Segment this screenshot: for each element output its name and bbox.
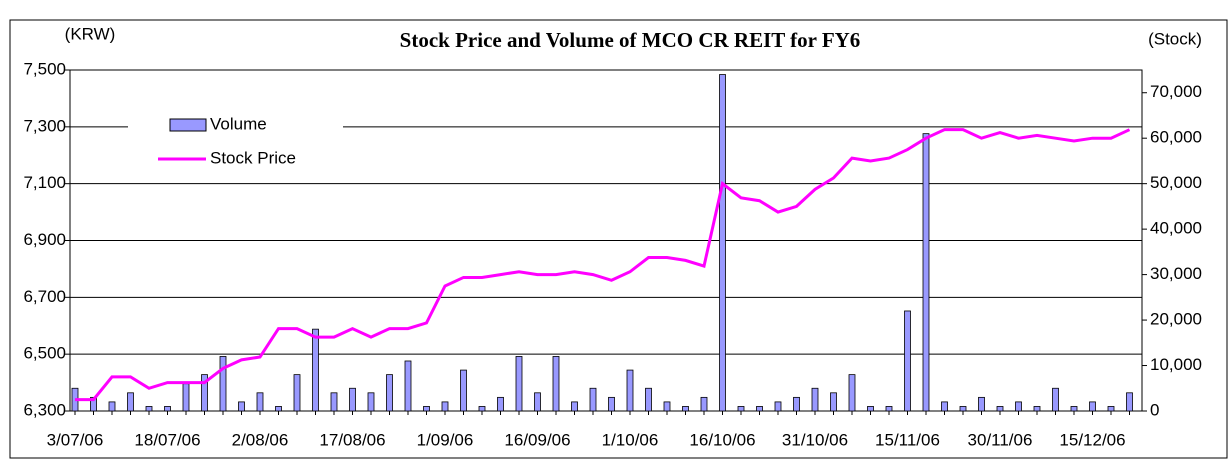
x-tick-label: 1/09/06 [417,430,474,449]
volume-bar [552,356,560,412]
x-tick-label: 30/11/06 [968,430,1033,449]
volume-bar [589,387,597,412]
x-tick-label: 15/11/06 [875,430,940,449]
y2-tick-label: 60,000 [1150,128,1202,147]
volume-bar [293,374,301,412]
y-tick-label: 6,500 [23,344,66,363]
x-tick-label: 16/10/06 [689,430,755,449]
volume-bar [219,356,227,412]
volume-bar [1089,401,1096,412]
volume-bar [497,396,504,412]
volume-bar [608,396,615,412]
volume-bar [756,406,763,412]
volume-bar [885,406,893,412]
volume-bar [238,401,245,412]
x-tick-label: 16/09/06 [504,430,570,449]
volume-bar [534,392,541,412]
volume-bar [904,310,911,412]
volume-bar [404,360,412,412]
volume-bar [996,406,1004,412]
volume-bar [645,387,652,412]
volume-bar [1015,401,1022,412]
volume-bar [256,392,264,412]
volume-bar [367,392,375,412]
x-tick-label: 3/07/06 [47,430,104,449]
y2-tick-label: 50,000 [1150,173,1202,192]
volume-bar [700,396,708,412]
volume-bar [663,401,671,412]
volume-bar [978,396,985,412]
volume-bar [1052,387,1059,412]
y-tick-label: 7,100 [23,173,66,192]
legend-label: Volume [210,114,267,133]
y2-axis-label: (Stock) [1148,29,1202,48]
volume-bar [737,406,745,412]
volume-bar [145,406,153,412]
volume-bar [626,369,634,412]
volume-bar [867,406,874,412]
y-axis-label: (KRW) [65,24,116,43]
x-tick-label: 2/08/06 [232,430,289,449]
volume-bar [441,401,449,412]
volume-bar [1070,406,1078,412]
volume-bar [182,383,190,412]
y-tick-label: 7,500 [23,59,66,78]
volume-bar [386,374,393,412]
x-tick-label: 17/08/06 [319,430,385,449]
volume-bar [1033,406,1041,412]
volume-bar [848,374,856,412]
price-line [75,128,1131,402]
y-tick-label: 6,700 [23,287,66,306]
volume-bar [922,133,930,412]
x-tick-label: 18/07/06 [134,430,200,449]
x-tick-label: 31/10/06 [782,430,848,449]
volume-bar [959,406,967,412]
volume-bar [201,374,208,412]
chart-title: Stock Price and Volume of MCO CR REIT fo… [400,28,861,52]
volume-bar [275,406,282,412]
x-tick-label: 15/12/06 [1059,430,1125,449]
y2-tick-label: 40,000 [1150,219,1202,238]
legend-label: Stock Price [210,148,296,167]
volume-bar [330,392,338,412]
y-tick-label: 7,300 [23,116,66,135]
y2-tick-label: 0 [1150,400,1159,419]
volume-bar [941,401,948,412]
volume-bar [478,406,486,412]
volume-bar [460,369,467,412]
y2-tick-label: 70,000 [1150,82,1202,101]
volume-bar [423,406,430,412]
volume-bar [830,392,837,412]
y-tick-label: 6,300 [23,400,66,419]
y2-tick-label: 20,000 [1150,310,1202,329]
volume-bar [515,356,523,412]
x-tick-label: 1/10/06 [602,430,659,449]
volume-bar [312,328,319,412]
y-tick-label: 6,900 [23,230,66,249]
volume-bar [682,406,689,412]
volume-bar [349,387,356,412]
volume-bar [1107,406,1115,412]
volume-bar [108,401,116,412]
volume-bar [571,401,578,412]
volume-bar [1126,392,1133,412]
legend-box [128,108,343,178]
volume-bar [164,406,171,412]
volume-bar [811,387,819,412]
legend-swatch [169,118,207,132]
volume-bar [774,401,782,412]
y2-tick-label: 30,000 [1150,264,1202,283]
volume-bar [793,396,800,412]
y2-tick-label: 10,000 [1150,355,1202,374]
volume-bar [719,74,726,412]
volume-bar [127,392,134,412]
